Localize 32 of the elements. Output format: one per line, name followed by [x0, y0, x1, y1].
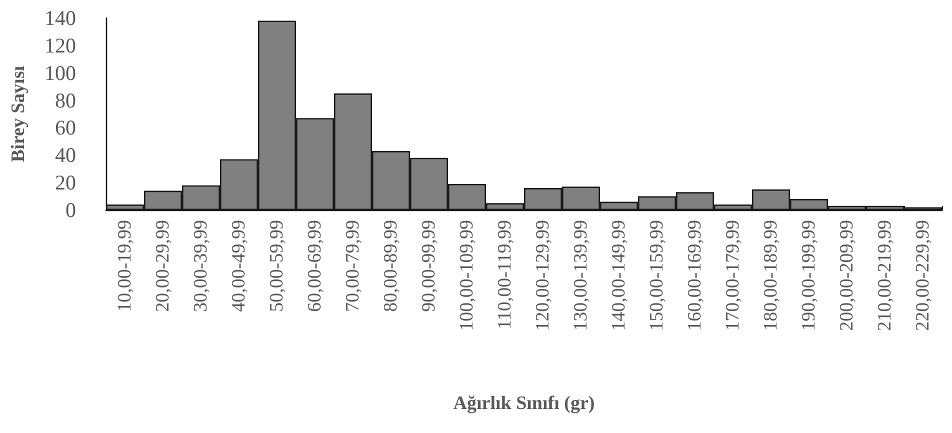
x-tick-label: 180,00-189,99: [760, 220, 782, 331]
x-tick-label: 10,00-19,99: [114, 220, 136, 312]
y-axis-title: Birey Sayısı: [8, 66, 29, 162]
y-tick-label: 40: [55, 143, 76, 168]
x-tick-label: 220,00-229,99: [912, 220, 934, 331]
x-tick-label: 30,00-39,99: [190, 220, 212, 312]
y-tick-label: 80: [55, 88, 76, 112]
x-tick-label: 50,00-59,99: [266, 220, 288, 312]
x-tick-label: 80,00-89,99: [380, 220, 402, 312]
x-tick-label: 200,00-209,99: [836, 220, 858, 331]
x-tick-label: 40,00-49,99: [228, 220, 250, 312]
x-tick-label: 130,00-139,99: [570, 220, 592, 331]
x-tick-label: 140,00-149,99: [608, 220, 630, 331]
y-tick-label: 140: [44, 6, 76, 30]
y-tick-label: 100: [44, 60, 76, 85]
x-tick-label: 190,00-199,99: [798, 220, 820, 331]
x-axis-title: Ağırlık Sınıfı (gr): [453, 393, 595, 414]
x-tick-label: 70,00-79,99: [342, 220, 364, 312]
x-tick-label: 100,00-109,99: [456, 220, 478, 331]
x-tick-label: 110,00-119,99: [494, 220, 516, 330]
x-tick-label: 210,00-219,99: [874, 220, 896, 331]
y-tick-label: 0: [66, 198, 76, 222]
x-tick-label: 120,00-129,99: [532, 220, 554, 331]
x-tick-label: 150,00-159,99: [646, 220, 668, 331]
x-tick-label: 160,00-169,99: [684, 220, 706, 331]
y-tick-label: 60: [55, 116, 76, 140]
x-tick-label: 170,00-179,99: [722, 220, 744, 331]
y-tick-label: 20: [55, 170, 76, 195]
y-tick-label: 120: [44, 33, 76, 58]
x-tick-label: 20,00-29,99: [152, 220, 174, 312]
x-tick-label: 60,00-69,99: [304, 220, 326, 312]
x-tick-label: 90,00-99,99: [418, 220, 440, 312]
